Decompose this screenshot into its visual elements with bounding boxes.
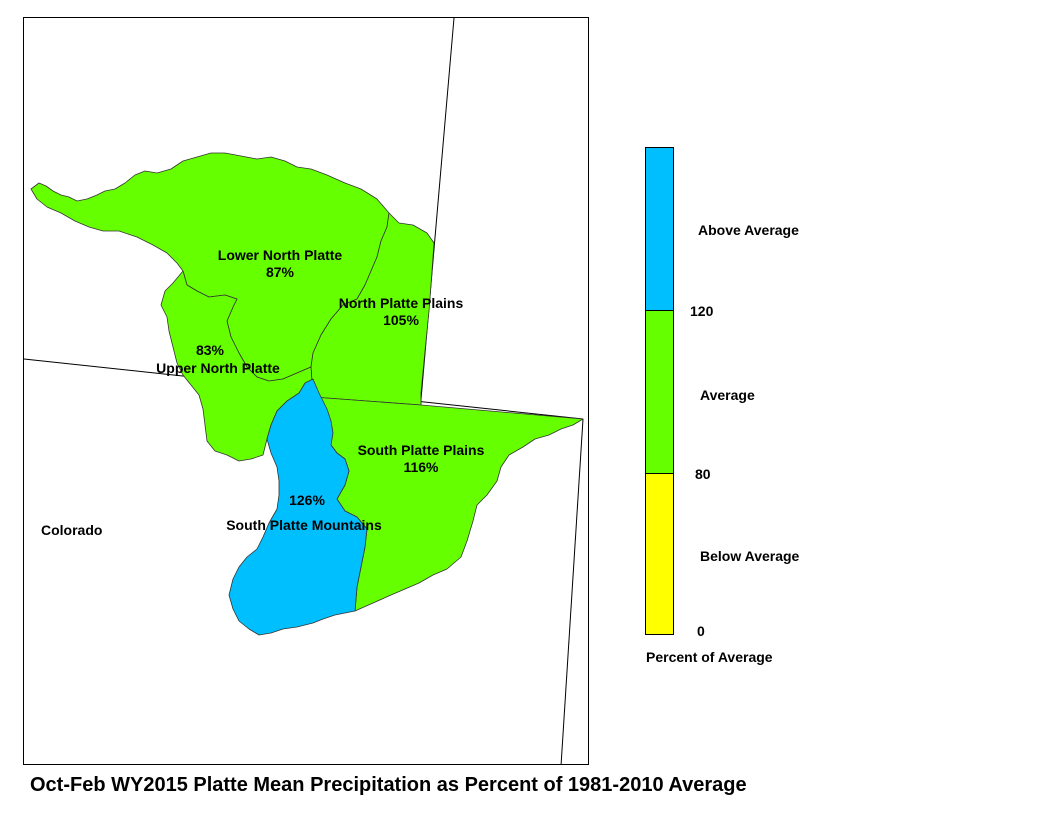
label-south-platte-mountains-value: 126% [289,492,325,508]
basin-value: 105% [383,312,419,328]
basin-south-platte-mountains [228,378,368,636]
legend-label-average: Average [700,387,755,403]
legend-swatch-below [645,473,674,635]
map-caption: Oct-Feb WY2015 Platte Mean Precipitation… [30,774,747,796]
legend-label-above: Above Average [698,222,799,238]
label-colorado: Colorado [41,522,103,538]
legend-break-120: 120 [690,303,714,319]
label-north-platte-plains: North Platte Plains 105% [326,295,476,329]
label-south-platte-mountains-name: South Platte Mountains [226,517,382,533]
legend-title: Percent of Average [646,649,773,665]
label-lower-north-platte: Lower North Platte 87% [202,247,358,281]
basin-name: Lower North Platte [217,247,343,263]
legend-label-below: Below Average [700,548,800,564]
label-upper-north-platte-name: Upper North Platte [156,360,280,376]
legend-break-0: 0 [697,623,705,639]
legend-break-80: 80 [695,466,711,482]
label-upper-north-platte-value: 83% [195,342,225,358]
basin-value: 116% [403,459,439,475]
basin-name: South Platte Plains [357,442,485,458]
colorado-nebraska-border [560,418,584,764]
map-frame [23,17,589,765]
label-south-platte-plains: South Platte Plains 116% [345,442,497,476]
basin-name: North Platte Plains [338,295,464,311]
map-canvas [24,18,584,764]
legend-swatch-above [645,147,674,311]
basin-value: 87% [265,264,295,280]
legend-swatch-average [645,310,674,474]
